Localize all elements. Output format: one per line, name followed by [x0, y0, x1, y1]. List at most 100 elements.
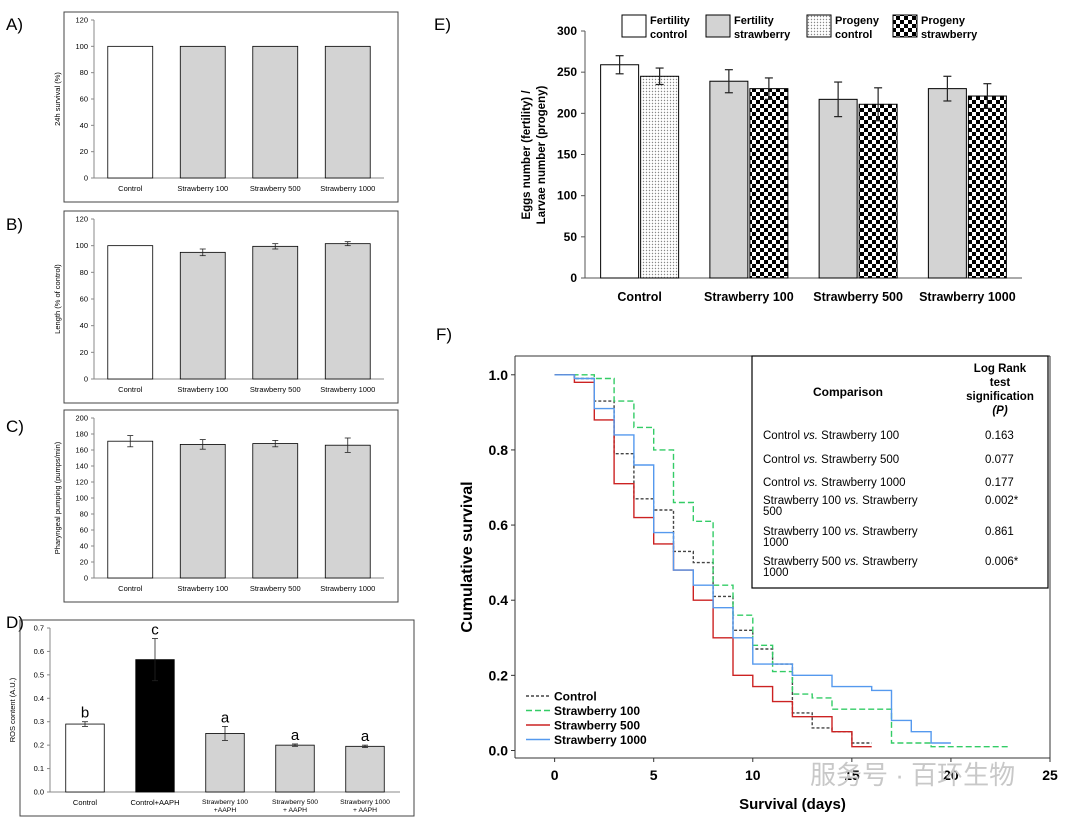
panel-label-d: D) [6, 613, 24, 632]
panel-frame [63, 11, 399, 203]
x-tick-label: 0 [551, 767, 559, 783]
y-tick-label: 20 [80, 558, 88, 567]
y-tick-label: 0 [84, 375, 88, 384]
bar [135, 659, 175, 793]
x-tick-label: Control [617, 290, 661, 304]
legend-label: Fertility [650, 15, 691, 27]
y-tick-label: 100 [75, 241, 88, 250]
chart-b: 0 20 40 60 80 100 120 Control Strawberry 100 Stra… [53, 210, 399, 404]
y-tick-label: 20 [80, 348, 88, 357]
panel-label-f: F) [436, 325, 452, 344]
table-header-pvalue: Log Rank [974, 363, 1027, 375]
x-tick-label: 25 [1042, 767, 1058, 783]
table-pvalue: 0.177 [985, 477, 1014, 489]
y-tick-label: 0 [84, 174, 88, 183]
legend-swatch [892, 14, 918, 38]
legend-label: Strawberry 100 [554, 704, 640, 718]
y-tick-label: 0.0 [489, 742, 509, 758]
y-tick-label: 0 [84, 574, 88, 583]
x-tick-label: Strawberry 100 [177, 385, 228, 394]
x-tick-label: Control [118, 584, 143, 593]
x-axis-title: Survival (days) [739, 796, 846, 813]
x-tick-label: + AAPH [353, 807, 377, 814]
bar [858, 103, 898, 279]
significance-letter: b [81, 705, 89, 722]
bar [324, 444, 371, 579]
table-header-pvalue: test [990, 377, 1011, 389]
y-tick-label: 60 [80, 295, 88, 304]
table-comparison: Strawberry 100 vs. Strawberry [763, 526, 918, 538]
table-comparison: Strawberry 100 vs. Strawberry [763, 495, 918, 507]
table-pvalue: 0.002* [985, 495, 1019, 507]
legend-label: control [835, 29, 872, 41]
y-tick-label: 0 [570, 271, 577, 285]
legend-label: Control [554, 690, 597, 704]
y-axis-title: Larvae number (progeny) [536, 85, 548, 224]
x-tick-label: 10 [745, 767, 761, 783]
table-pvalue: 0.006* [985, 556, 1019, 568]
y-tick-label: 120 [75, 16, 88, 25]
legend-swatch [806, 14, 832, 38]
x-tick-label: Strawberry 1000 [340, 799, 390, 806]
y-tick-label: 150 [557, 148, 577, 162]
bar [107, 245, 154, 380]
y-tick-label: 200 [557, 106, 577, 120]
y-tick-label: 1.0 [489, 367, 509, 383]
survival-curve [554, 374, 872, 748]
y-tick-label: 120 [75, 478, 88, 487]
watermark-text: 服务号 · 百环生物 [810, 760, 1015, 790]
y-tick-label: 80 [80, 68, 88, 77]
legend-swatch [705, 14, 731, 38]
legend-label: Progeny [835, 15, 880, 27]
y-tick-label: 200 [75, 414, 88, 423]
panel-label-c: C) [6, 417, 24, 436]
table-pvalue: 0.077 [985, 454, 1014, 466]
bar [749, 88, 789, 279]
table-comparison: Strawberry 500 vs. Strawberry [763, 556, 918, 568]
x-tick-label: Strawberry 500 [813, 290, 903, 304]
x-tick-label: 20 [943, 767, 959, 783]
table-comparison-wrap: 500 [763, 506, 782, 518]
table-pvalue: 0.163 [985, 430, 1014, 442]
legend-label: control [650, 29, 687, 41]
x-tick-label: Strawberry 500 [250, 385, 301, 394]
legend-label: Progeny [921, 15, 966, 27]
survival-curve [554, 374, 951, 744]
bar [107, 440, 154, 579]
chart-c: 0 20 40 60 80 100 120 140 160 180 200 Control Strawb… [53, 409, 399, 603]
x-tick-label: Strawberry 100 [202, 799, 248, 806]
y-tick-label: 180 [75, 430, 88, 439]
x-tick-label: +AAPH [214, 807, 237, 814]
chart-f: 0.0 0.2 0.4 0.6 0.8 1.0 0 5 10 15 20 25 Survival (da… [459, 355, 1058, 813]
y-tick-label: 250 [557, 65, 577, 79]
panel-label-b: B) [6, 215, 23, 234]
x-tick-label: 15 [844, 767, 860, 783]
panel-frame [63, 409, 399, 603]
panel-label-a: A) [6, 15, 23, 34]
chart-d: 0.0 0.1 0.2 0.3 0.4 0.5 0.6 0.7 b Control c Control… [8, 619, 415, 817]
bar [179, 45, 226, 179]
y-tick-label: 40 [80, 121, 88, 130]
bar [345, 745, 385, 793]
x-tick-label: Control+AAPH [131, 798, 180, 807]
table-comparison-wrap: 1000 [763, 537, 789, 549]
table-header-pvalue: (P) [992, 405, 1008, 417]
bar [818, 98, 858, 279]
x-tick-label: Control [73, 798, 98, 807]
y-tick-label: 40 [80, 542, 88, 551]
x-tick-label: Control [118, 385, 143, 394]
y-tick-label: 100 [75, 494, 88, 503]
bar [600, 64, 640, 279]
x-tick-label: Strawberry 500 [250, 184, 301, 193]
log-rank-table [751, 355, 1049, 589]
x-tick-label: Strawberry 1000 [320, 385, 375, 394]
y-tick-label: 100 [557, 189, 577, 203]
x-tick-label: Strawberry 1000 [320, 584, 375, 593]
bar [252, 45, 299, 179]
bar [252, 443, 299, 579]
x-tick-label: Strawberry 100 [177, 184, 228, 193]
x-tick-label: Strawberry 1000 [919, 290, 1016, 304]
y-tick-label: 80 [80, 510, 88, 519]
bar [709, 80, 749, 279]
